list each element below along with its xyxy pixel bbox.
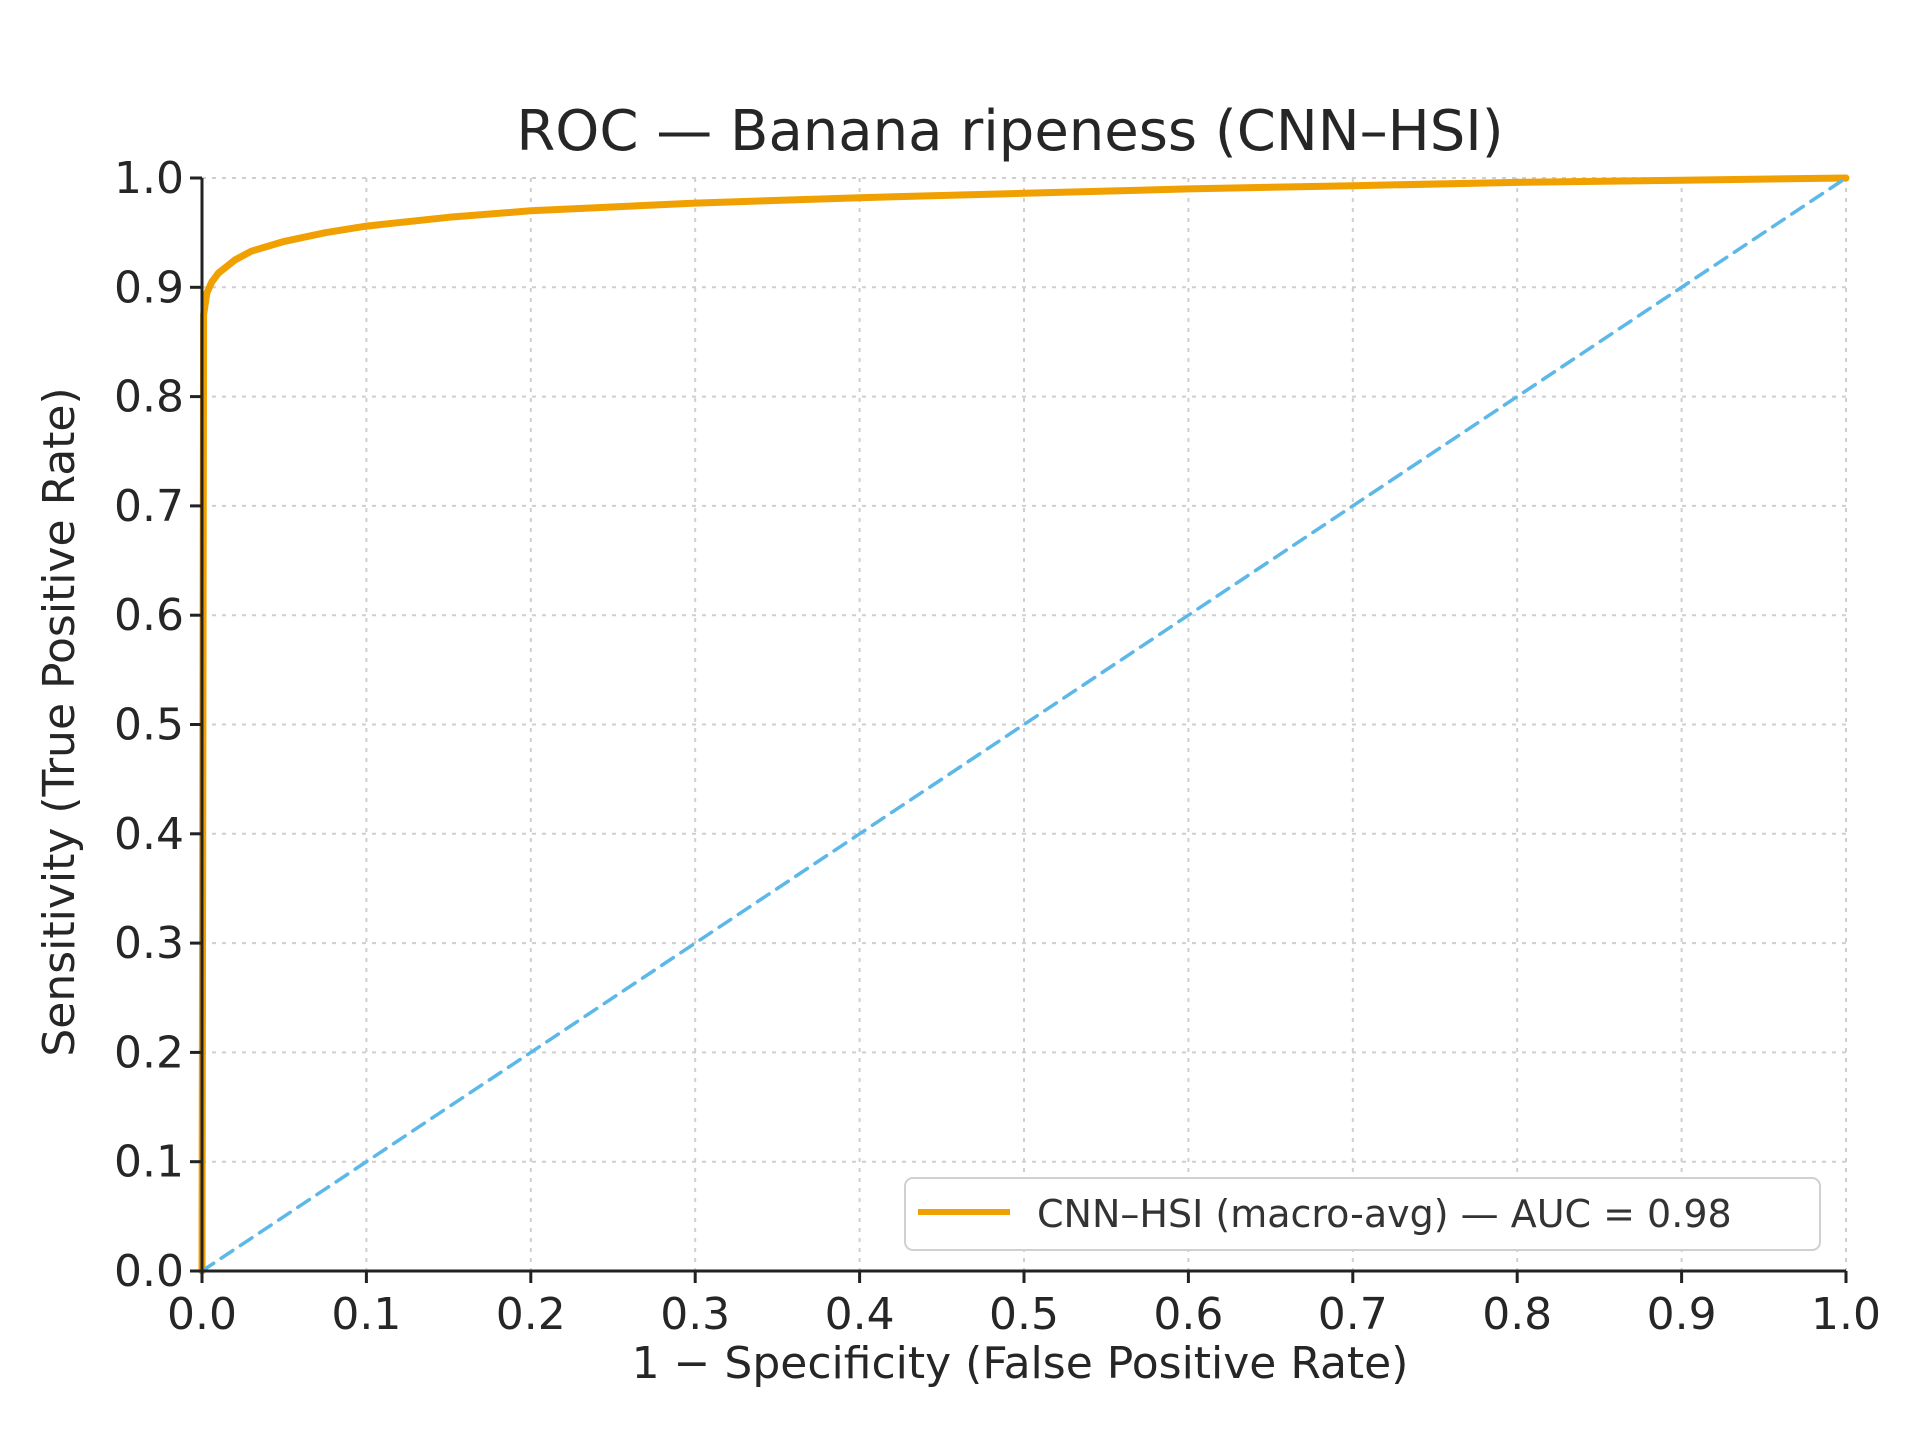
chance-diagonal-line <box>200 176 1848 1273</box>
x-tick-label: 0.5 <box>989 1289 1059 1340</box>
y-axis-ticks: 0.0 0.1 0.2 0.3 0.4 0.5 0.6 0.7 0.8 0.9 1.0 <box>114 153 202 1297</box>
x-tick-label: 0.0 <box>167 1289 237 1340</box>
roc-curve-cnn-hsi <box>198 174 1850 1275</box>
x-tick-label: 1.0 <box>1811 1289 1881 1340</box>
y-axis-label: Sensitivity (True Positive Rate) <box>34 387 85 1056</box>
y-tick-label: 1.0 <box>114 153 184 204</box>
y-tick-label: 0.6 <box>114 590 184 641</box>
x-tick-label: 0.2 <box>496 1289 566 1340</box>
x-tick-label: 0.6 <box>1153 1289 1223 1340</box>
x-tick-label: 0.8 <box>1482 1289 1552 1340</box>
y-tick-label: 0.5 <box>114 700 184 751</box>
legend: CNN–HSI (macro-avg) — AUC = 0.98 <box>904 1177 1821 1251</box>
x-tick-label: 0.4 <box>825 1289 895 1340</box>
y-tick-label: 0.2 <box>114 1027 184 1078</box>
legend-label-cnn-hsi: CNN–HSI (macro-avg) — AUC = 0.98 <box>1037 1192 1732 1236</box>
y-tick-label: 0.0 <box>114 1246 184 1297</box>
series-layer <box>198 174 1850 1275</box>
x-tick-label: 0.1 <box>331 1289 401 1340</box>
x-tick-label: 0.3 <box>660 1289 730 1340</box>
y-tick-label: 0.7 <box>114 481 184 532</box>
x-tick-label: 0.7 <box>1318 1289 1388 1340</box>
y-tick-label: 0.1 <box>114 1137 184 1188</box>
x-axis-ticks: 0.0 0.1 0.2 0.3 0.4 0.5 0.6 0.7 0.8 0.9 1.0 <box>167 1271 1881 1340</box>
legend-box <box>904 1177 1821 1251</box>
x-axis-label: 1 − Specificity (False Positive Rate) <box>632 1338 1409 1389</box>
grid-lines <box>201 177 1847 1272</box>
y-tick-label: 0.4 <box>114 809 184 860</box>
y-tick-label: 0.8 <box>114 372 184 423</box>
x-tick-label: 0.9 <box>1647 1289 1717 1340</box>
y-tick-label: 0.9 <box>114 262 184 313</box>
chart-title: ROC — Banana ripeness (CNN–HSI) <box>516 99 1503 164</box>
y-tick-label: 0.3 <box>114 918 184 969</box>
